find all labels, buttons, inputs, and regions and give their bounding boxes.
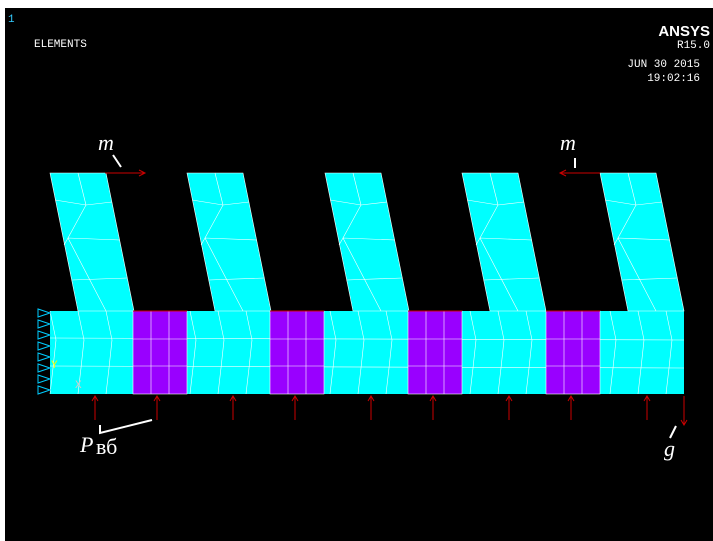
slot-block — [408, 311, 462, 394]
version: R15.0 — [677, 40, 710, 52]
slot-block — [133, 311, 187, 394]
label-p-sub: вб — [96, 434, 117, 459]
window-number: 1 — [8, 14, 15, 26]
label-m: m — [98, 130, 114, 155]
page: {"window":{"number":"1","plot_label":"EL… — [0, 0, 713, 541]
axis-y: Y — [51, 360, 58, 372]
brand: ANSYS — [658, 23, 710, 40]
label-g: g — [664, 436, 675, 461]
label-p: P — [79, 432, 93, 457]
slot-block — [546, 311, 600, 394]
plot-label: ELEMENTS — [34, 39, 87, 51]
date: JUN 30 2015 — [627, 59, 700, 71]
ansys-window: 1 ELEMENTS ANSYS R15.0 JUN 30 2015 19:02… — [0, 0, 713, 541]
time: 19:02:16 — [647, 73, 700, 85]
slot-block — [270, 311, 324, 394]
label-m: m — [560, 130, 576, 155]
axis-x: X — [75, 380, 82, 392]
